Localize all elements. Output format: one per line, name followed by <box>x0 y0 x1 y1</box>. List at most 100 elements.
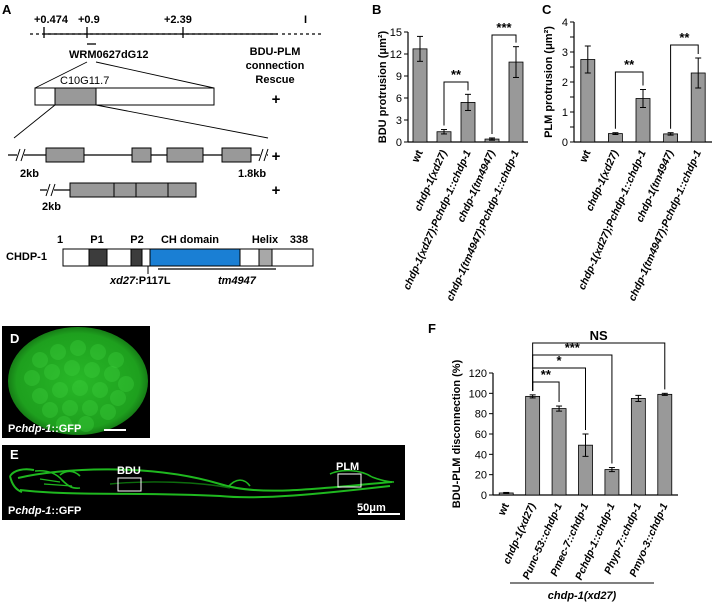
panel-label-e: E <box>10 447 19 462</box>
downstream-length: 1.8kb <box>238 168 266 180</box>
significance-bracket <box>532 342 666 391</box>
embryo-cell <box>100 404 116 420</box>
significance-label: *** <box>565 340 581 355</box>
y-tick-label: 80 <box>475 409 487 421</box>
zoom-line-4 <box>95 104 269 139</box>
panel-label-f: F <box>428 321 436 336</box>
motif-p2-label: P2 <box>130 234 143 246</box>
map-position-2: +0.9 <box>78 14 100 26</box>
worm-scale-label: 50μm <box>357 502 386 514</box>
protein-name: CHDP-1 <box>6 251 47 263</box>
y-tick-label: 1 <box>562 107 568 119</box>
bar <box>525 395 541 496</box>
embryo-cell <box>52 382 68 398</box>
gene-name: C10G11.7 <box>60 75 109 87</box>
significance-label: ** <box>541 367 552 382</box>
motif-p1 <box>88 248 108 267</box>
embryo-cell <box>82 400 98 416</box>
panel-a: A +0.474 +0.9 +2.39 I WRM0627dG12 BDU-PL… <box>2 2 322 287</box>
embryo-cell <box>70 340 86 356</box>
significance-label: * <box>557 353 563 368</box>
embryo-cell <box>78 416 94 432</box>
cosmid-name: WRM0627dG12 <box>69 49 148 61</box>
significance-label: ** <box>679 30 690 45</box>
y-axis-label: BDU protrusion (μm²) <box>377 30 389 143</box>
embryo-cell <box>64 360 80 376</box>
y-tick-label: 0 <box>562 137 568 149</box>
rescue-mark-1: + <box>272 91 281 108</box>
y-tick-label: 3 <box>562 47 568 59</box>
map-position-1: +0.474 <box>34 14 69 26</box>
rescue-mark-3: + <box>272 182 281 199</box>
category-label: wt <box>409 148 425 165</box>
y-axis-label: BDU-PLM disconnection (%) <box>451 359 463 508</box>
panel-f: F 0 20 40 60 80 100 120 BDU-PLM disconnection (… <box>428 321 678 602</box>
embryo-cell <box>32 352 48 368</box>
allele-xd27: xd27:P117L <box>109 275 171 287</box>
significance-bracket <box>670 44 699 129</box>
bdu-label: BDU <box>117 465 141 477</box>
significance-label: ** <box>624 57 635 72</box>
y-tick-label: 9 <box>396 71 402 83</box>
bar <box>604 469 620 496</box>
significance-bracket <box>491 34 517 134</box>
panel-d: D Pchdp-1::GFP <box>2 326 150 438</box>
upstream-length-1: 2kb <box>20 168 39 180</box>
embryo-cell-pattern <box>24 340 134 432</box>
helix-region <box>258 248 273 267</box>
embryo-cell <box>42 402 58 418</box>
worm-caption: Pchdp-1::GFP <box>8 505 81 517</box>
embryo-cell <box>62 400 78 416</box>
map-position-3: +2.39 <box>164 14 192 26</box>
cdna-construct <box>40 182 197 198</box>
zoom-line-1 <box>34 61 88 89</box>
bdu-box <box>117 477 142 492</box>
significance-label: NS <box>590 328 608 343</box>
significance-bracket <box>614 71 644 129</box>
group-label: chdp-1(xd27) <box>548 590 617 602</box>
motif-p2 <box>130 248 143 267</box>
significance-label: *** <box>496 20 512 35</box>
y-tick-label: 60 <box>475 429 487 441</box>
worm-image <box>9 468 395 499</box>
y-tick-label: 0 <box>481 490 487 502</box>
embryo-cell <box>32 388 48 404</box>
y-tick-label: 20 <box>475 470 487 482</box>
embryo-cell <box>118 376 134 392</box>
bar <box>412 48 428 143</box>
y-tick-label: 120 <box>469 368 487 380</box>
embryo-cell <box>104 366 120 382</box>
embryo-cell <box>84 362 100 378</box>
embryo-cell <box>108 352 124 368</box>
allele-tm4947: tm4947 <box>218 275 257 287</box>
y-tick-label: 100 <box>469 388 487 400</box>
ch-domain-label: CH domain <box>161 234 219 246</box>
motif-p1-label: P1 <box>90 234 103 246</box>
bar <box>630 398 646 496</box>
y-tick-label: 40 <box>475 449 487 461</box>
chart-f: 0 20 40 60 80 100 120 BDU-PLM disconnection (%)… <box>451 328 678 582</box>
y-tick-label: 12 <box>390 49 402 61</box>
genomic-structure <box>8 147 269 163</box>
panel-e: BDU PLM E Pchdp-1::GFP 50μm <box>2 445 405 520</box>
embryo-cell <box>90 344 106 360</box>
rescue-header-3: Rescue <box>255 74 294 86</box>
rescue-mark-2: + <box>272 148 281 165</box>
embryo-image <box>8 327 148 435</box>
y-tick-label: 15 <box>390 27 402 39</box>
panel-label-a: A <box>2 2 12 17</box>
upstream-length-2: 2kb <box>42 201 61 213</box>
ch-domain <box>149 248 241 267</box>
zoom-line-2 <box>95 61 215 89</box>
embryo-cell <box>72 380 88 396</box>
chromosome-label: I <box>304 14 307 26</box>
y-tick-label: 6 <box>396 93 402 105</box>
embryo-cell <box>50 344 66 360</box>
rescue-header-2: connection <box>246 60 305 72</box>
zoom-line-3 <box>13 104 56 139</box>
y-tick-label: 2 <box>562 77 568 89</box>
